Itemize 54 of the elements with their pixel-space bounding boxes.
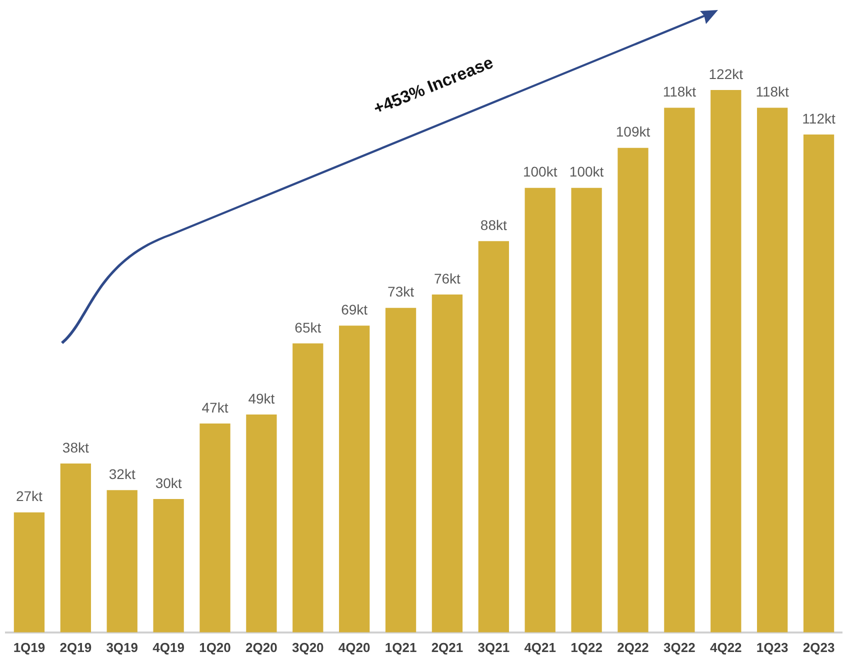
x-tick-label: 2Q19	[60, 640, 92, 655]
bar	[292, 343, 324, 632]
data-label: 112kt	[802, 110, 836, 126]
bar	[106, 490, 138, 632]
data-label: 47kt	[202, 399, 228, 416]
x-tick-label: 2Q22	[617, 640, 649, 655]
data-label: 49kt	[248, 390, 275, 406]
data-label: 69kt	[341, 302, 368, 318]
bar	[571, 188, 602, 632]
bar	[432, 294, 463, 632]
x-tick-label: 2Q21	[431, 640, 464, 655]
x-tick-label: 1Q23	[756, 640, 788, 655]
bar	[757, 108, 788, 632]
x-tick-label: 2Q23	[802, 640, 835, 655]
bar	[618, 148, 648, 632]
bar	[246, 414, 277, 632]
data-label: 73kt	[388, 284, 414, 300]
x-tick-label: 4Q19	[152, 640, 184, 655]
data-label: 122kt	[708, 66, 744, 82]
bar	[524, 188, 556, 632]
x-tick-label: 3Q20	[292, 640, 324, 655]
data-label: 38kt	[62, 439, 90, 456]
x-tick-label: 4Q20	[338, 640, 370, 655]
x-tick-label: 1Q22	[570, 640, 602, 655]
bar	[153, 499, 184, 632]
bar	[200, 423, 230, 632]
bar	[385, 308, 416, 632]
x-tick-label: 1Q21	[384, 640, 417, 655]
bar	[664, 108, 695, 632]
data-label: 118kt	[662, 84, 696, 100]
data-label: 100kt	[522, 164, 558, 180]
data-label: 30kt	[155, 474, 182, 491]
data-label: 100kt	[569, 164, 604, 180]
data-label: 118kt	[756, 84, 790, 100]
x-tick-label: 3Q19	[106, 640, 138, 655]
bar	[339, 326, 370, 632]
x-tick-label: 2Q20	[246, 640, 278, 655]
x-tick-label: 4Q21	[524, 640, 556, 655]
bar	[478, 241, 509, 632]
x-tick-label: 3Q22	[664, 640, 696, 655]
data-label: 109kt	[616, 124, 650, 140]
bar	[803, 134, 834, 632]
data-label: 65kt	[294, 319, 322, 336]
data-label: 76kt	[434, 270, 461, 286]
x-tick-label: 4Q22	[710, 640, 742, 655]
bar	[60, 463, 91, 632]
data-label: 27kt	[16, 488, 43, 504]
data-label: 32kt	[108, 466, 136, 482]
x-tick-label: 1Q20	[199, 640, 231, 655]
bar	[14, 512, 45, 632]
x-tick-label: 1Q19	[13, 640, 46, 655]
data-label: 88kt	[480, 217, 508, 234]
x-tick-label: 3Q21	[478, 640, 510, 655]
bar	[710, 90, 742, 632]
